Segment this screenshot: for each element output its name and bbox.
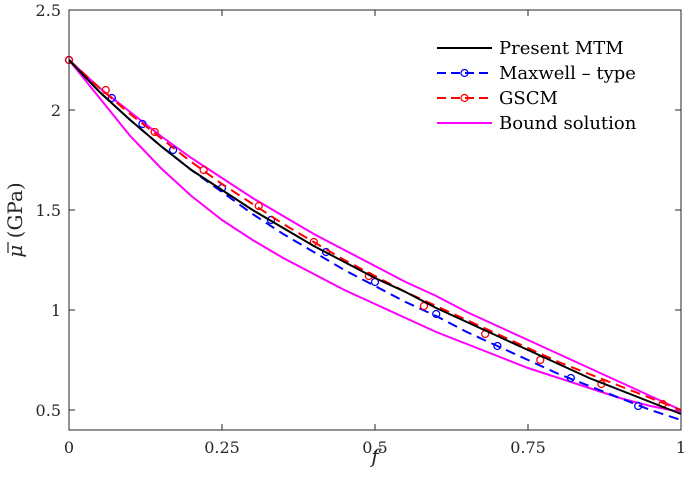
series-marker-maxwell-type <box>493 341 502 351</box>
series-layer <box>64 55 682 421</box>
plot-frame <box>68 9 682 431</box>
series-marker-gscm <box>254 201 263 211</box>
y-axis-label-unit: (GPa) <box>3 182 27 238</box>
series-marker-gscm <box>150 127 159 137</box>
series-marker-maxwell-type <box>266 215 276 225</box>
series-marker-maxwell-type <box>634 401 643 411</box>
y-axis-label-text: μ (GPa) <box>3 182 27 257</box>
series-marker-maxwell-type <box>432 309 441 319</box>
legend: Present MTM Maxwell – type GSCM Bound solut… <box>437 38 637 134</box>
legend-entry: Present MTM <box>499 38 624 59</box>
y-tick-label: 1.5 <box>36 201 61 220</box>
y-tick-labels: 0.5 1 1.5 2 2.5 <box>36 1 61 420</box>
legend-marker <box>460 68 469 78</box>
x-tick-label: 0.75 <box>510 438 546 457</box>
x-tick-labels: 0 0.25 0.5 0.75 1 <box>64 438 685 457</box>
y-axis-label-symbol: μ <box>3 245 27 258</box>
x-tick-label: 1 <box>676 438 685 457</box>
legend-entry: GSCM <box>499 88 558 109</box>
y-tick-label: 2 <box>51 101 61 120</box>
x-tick-label: 0 <box>64 438 74 457</box>
series-marker-gscm <box>101 85 110 95</box>
plot-area <box>69 10 681 430</box>
series-marker-maxwell-type <box>566 373 575 383</box>
series-marker-gscm <box>199 165 208 175</box>
series-marker-maxwell-type <box>107 93 116 103</box>
x-tick-label: 0.25 <box>204 438 240 457</box>
y-tick-label: 2.5 <box>36 1 61 20</box>
series-line-gscm <box>68 59 682 411</box>
y-tick-label: 1 <box>51 301 61 320</box>
series-line-present-mtm <box>68 59 682 415</box>
legend-entry: Bound solution <box>499 113 637 134</box>
legend-entry: Maxwell – type <box>499 63 636 84</box>
y-tick-label: 0.5 <box>36 401 61 420</box>
series-line-bound-solution <box>68 59 682 411</box>
legend-marker <box>460 93 469 103</box>
series-marker-maxwell-type <box>138 119 147 129</box>
y-axis-label: μ (GPa) <box>3 182 27 257</box>
series-line-bound-solution-lower <box>68 59 682 413</box>
x-tick-label: 0.5 <box>362 438 387 457</box>
